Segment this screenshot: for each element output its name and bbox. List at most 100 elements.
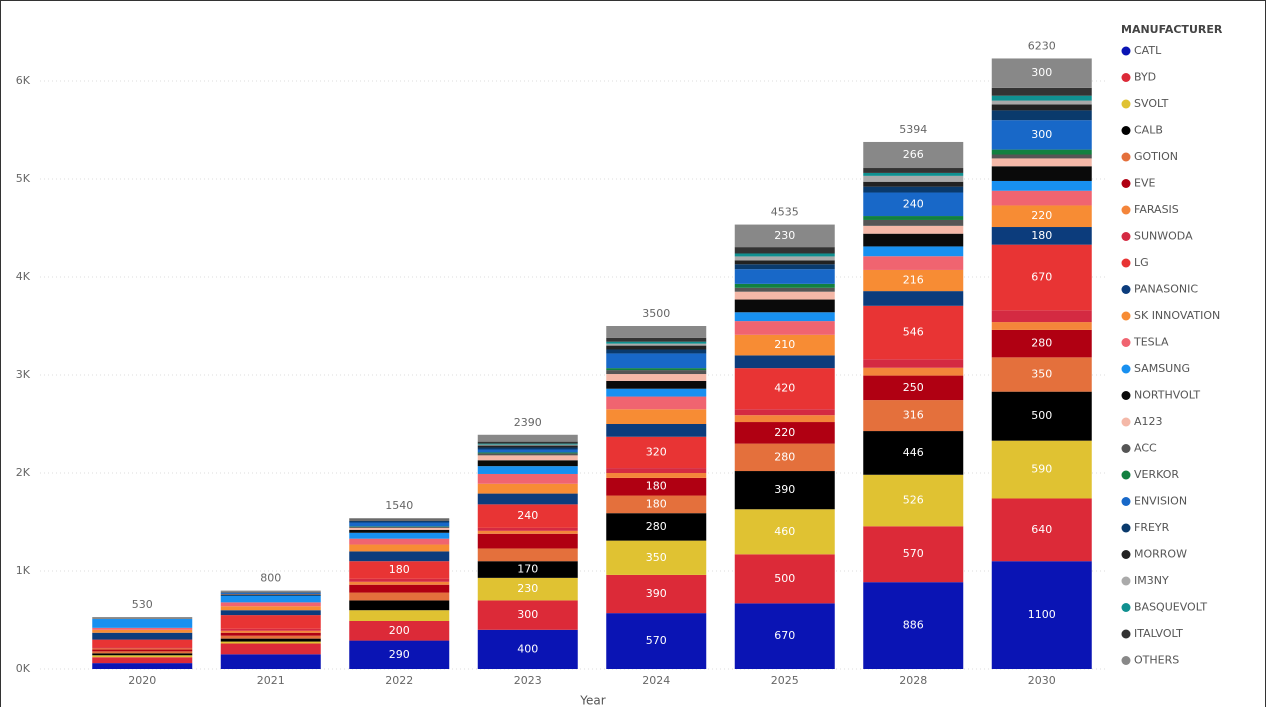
bar-segment <box>863 186 964 193</box>
bar-segment <box>606 540 707 575</box>
legend-swatch <box>1121 656 1131 665</box>
bar-segment <box>991 58 1092 88</box>
bar-segment <box>863 172 964 176</box>
y-tick-label: 0K <box>16 662 31 675</box>
data-label: 590 <box>1031 463 1052 476</box>
bar-segment <box>863 367 964 376</box>
bar-segment <box>349 532 450 539</box>
bar-segment <box>477 561 578 578</box>
bar-segment <box>349 544 450 552</box>
legend-swatch <box>1121 364 1131 374</box>
bar-segment <box>92 657 193 664</box>
bar-segment <box>220 593 321 595</box>
data-label: 220 <box>1031 209 1052 222</box>
total-label: 6230 <box>1028 39 1056 52</box>
bar-segment <box>734 603 835 669</box>
data-label: 316 <box>903 409 924 422</box>
bar-segment <box>349 620 450 641</box>
bar-segment <box>734 287 835 292</box>
bar-segment <box>477 466 578 474</box>
data-label: 420 <box>774 382 795 395</box>
bar-segment <box>991 110 1092 121</box>
bar-segment <box>991 440 1092 499</box>
legend-swatch <box>1121 46 1131 56</box>
bar-segment <box>991 561 1092 669</box>
bar-segment <box>349 529 450 533</box>
x-tick-label: 2023 <box>514 674 542 687</box>
legend-label: BASQUEVOLT <box>1134 601 1207 614</box>
legend-label: SUNWODA <box>1134 230 1193 243</box>
bar-segment <box>606 613 707 669</box>
bar-segment <box>991 244 1092 311</box>
data-label: 570 <box>903 547 924 560</box>
legend-swatch <box>1121 550 1131 559</box>
bar-segment <box>477 577 578 601</box>
bar-segment <box>92 649 193 652</box>
legend-swatch <box>1121 629 1131 639</box>
legend-swatch <box>1121 126 1131 135</box>
y-tick-label: 4K <box>16 270 31 283</box>
data-label: 390 <box>646 587 667 600</box>
bar-segment <box>734 299 835 313</box>
bar-segment <box>991 180 1092 191</box>
bar-segment <box>92 647 193 649</box>
legend-label: SVOLT <box>1134 97 1169 110</box>
bar-segment <box>477 434 578 442</box>
bar-segment <box>991 104 1092 111</box>
data-label: 640 <box>1031 523 1052 536</box>
bar-segment <box>991 205 1092 228</box>
bar-segment <box>477 441 578 444</box>
bar-segment <box>220 610 321 616</box>
bar-segment <box>477 460 578 467</box>
bar-segment <box>991 357 1092 392</box>
bar-segment <box>734 253 835 257</box>
bar-segment <box>991 87 1092 96</box>
data-label: 570 <box>646 634 667 647</box>
data-label: 1100 <box>1028 608 1056 621</box>
bar-segment <box>606 513 707 541</box>
bar-segment <box>349 538 450 545</box>
bar-segment <box>349 522 450 527</box>
legend-swatch <box>1121 391 1131 400</box>
bar-segment <box>477 444 578 446</box>
total-label: 800 <box>260 572 281 585</box>
bar-segment <box>220 641 321 644</box>
bar-segment <box>863 582 964 669</box>
bar-segment <box>606 424 707 437</box>
legend-swatch <box>1121 523 1131 533</box>
bar-segment <box>477 452 578 454</box>
legend-label: TESLA <box>1133 336 1169 349</box>
bar-segment <box>991 95 1092 101</box>
bar-segment <box>606 341 707 344</box>
data-label: 180 <box>1031 229 1052 242</box>
bar-segment <box>734 415 835 423</box>
bar-segment <box>863 181 964 187</box>
bar-segment <box>606 388 707 397</box>
data-label: 220 <box>774 426 795 439</box>
bar-segment <box>92 639 193 648</box>
data-label: 240 <box>517 509 538 522</box>
legend-label: BYD <box>1134 71 1156 84</box>
bar-segment <box>734 291 835 300</box>
data-label: 290 <box>389 648 410 661</box>
bar-segment <box>991 498 1092 562</box>
legend-label: SAMSUNG <box>1134 362 1190 375</box>
legend-swatch <box>1121 338 1131 347</box>
bar-segment <box>606 473 707 478</box>
bar-segment <box>606 495 707 514</box>
data-label: 250 <box>903 381 924 394</box>
bar-segment <box>734 321 835 335</box>
bar-segment <box>863 269 964 292</box>
data-label: 500 <box>774 572 795 585</box>
data-label: 350 <box>646 551 667 564</box>
bar-segment <box>863 141 964 169</box>
bar-segment <box>220 602 321 607</box>
bar-segment <box>734 554 835 604</box>
bar-segment <box>606 436 707 469</box>
x-tick-label: 2025 <box>771 674 799 687</box>
bar-segment <box>734 368 835 410</box>
legend-label: NORTHVOLT <box>1134 389 1200 402</box>
bar-segment <box>734 256 835 261</box>
bar-segment <box>220 635 321 639</box>
bar-segment <box>349 581 450 585</box>
